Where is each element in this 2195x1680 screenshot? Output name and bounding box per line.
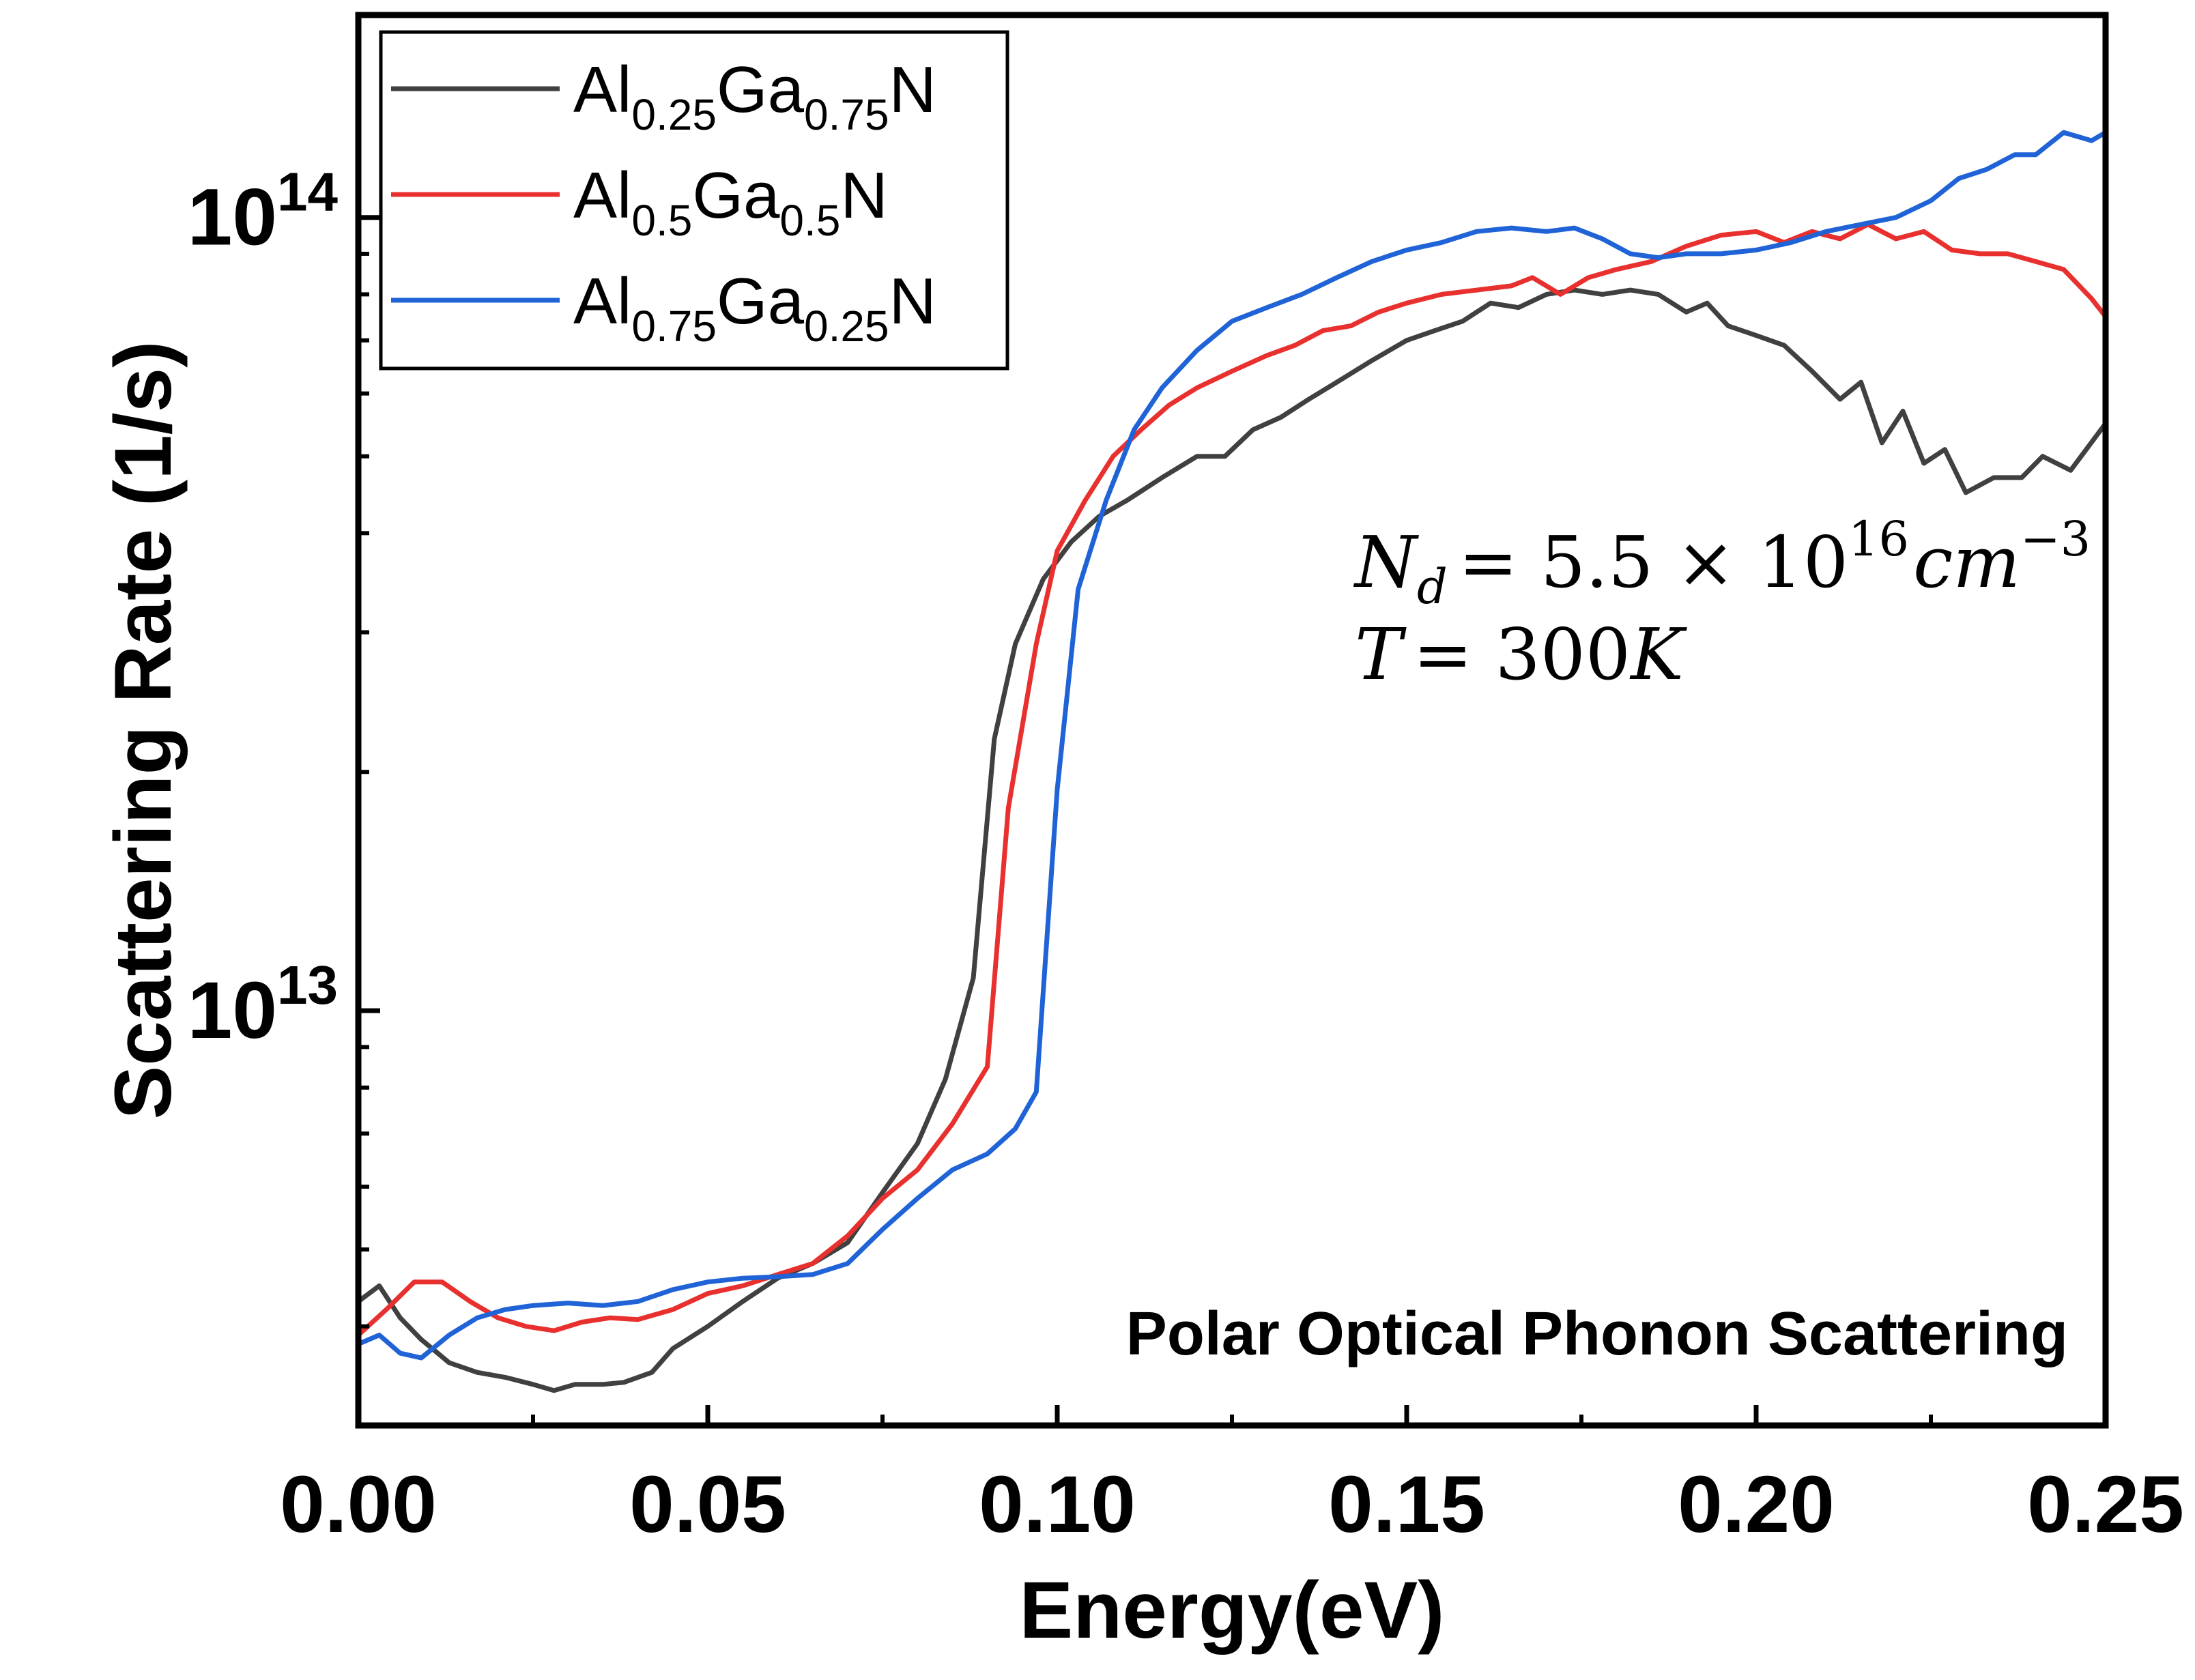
annot-nd-eq: = 5.5 × 10 (1459, 521, 1848, 604)
annot-t-eq: = 300 (1413, 613, 1631, 696)
y-tick-exponent: 14 (277, 162, 338, 222)
legend-label: Al0.25Ga0.75N (573, 53, 936, 139)
y-tick-base: 10 (188, 966, 277, 1056)
annotation-line2: T = 300K (1355, 613, 1687, 696)
legend-subscript: 0.25 (804, 302, 889, 351)
annot-nd-unit: cm (1913, 521, 2020, 604)
annot-t-var: T (1355, 613, 1407, 696)
legend-subscript: 0.5 (631, 196, 692, 245)
legend-subscript: 0.75 (631, 302, 717, 351)
y-tick-exponent: 13 (277, 955, 338, 1015)
legend-label: Al0.5Ga0.5N (573, 159, 888, 245)
legend-text-part: Ga (717, 265, 805, 338)
legend-subscript: 0.5 (779, 196, 840, 245)
y-axis-title: Scattering Rate (1/s) (98, 341, 188, 1120)
legend-text-part: Ga (717, 53, 805, 126)
annot-nd-exp: 16 (1848, 511, 1909, 567)
x-axis-title: Energy(eV) (1020, 1565, 1445, 1655)
x-tick-label: 0.10 (979, 1460, 1136, 1550)
legend-subscript: 0.75 (804, 90, 889, 139)
x-tick-label: 0.20 (1678, 1460, 1835, 1550)
annotation-line1: Nd = 5.5 × 1016cm−3 (1353, 511, 2091, 615)
annot-nd-unit-exp: −3 (2020, 511, 2091, 567)
annot-nd-var: N (1353, 521, 1419, 604)
x-tick-label: 0.00 (280, 1460, 437, 1550)
legend-text-part: Al (573, 159, 631, 232)
annot-nd-sub: d (1417, 559, 1448, 615)
legend-text-part: N (889, 53, 936, 126)
legend-text-part: Al (573, 265, 631, 338)
y-tick-label: 1014 (188, 162, 339, 263)
legend-text-part: Al (573, 53, 631, 126)
x-tick-label: 0.25 (2027, 1460, 2184, 1550)
legend-text-part: N (889, 265, 936, 338)
annotation: Nd = 5.5 × 1016cm−3 T = 300K (1353, 511, 2091, 696)
series-layer (358, 130, 2106, 1393)
annot-t-unit: K (1629, 613, 1687, 696)
y-tick-label: 1013 (188, 955, 338, 1056)
legend-text-part: N (840, 159, 887, 232)
legend-label: Al0.75Ga0.25N (573, 265, 936, 351)
legend-subscript: 0.25 (631, 90, 717, 139)
x-tick-label: 0.05 (629, 1460, 786, 1550)
y-tick-base: 10 (188, 173, 277, 263)
x-tick-label: 0.15 (1328, 1460, 1485, 1550)
series-line-Al0.5Ga0.5N (358, 222, 2106, 1337)
legend-text-part: Ga (692, 159, 780, 232)
x-axis: 0.00 0.05 0.10 0.15 0.20 0.25 (280, 1405, 2184, 1550)
corner-label: Polar Optical Phonon Scattering (1126, 1300, 2068, 1368)
series-line-Al0.25Ga0.75N (358, 287, 2106, 1393)
series-line-Al0.75Ga0.25N (358, 130, 2106, 1361)
